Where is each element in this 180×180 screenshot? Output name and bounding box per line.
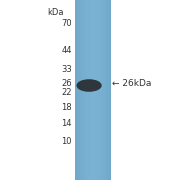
Text: 10: 10: [62, 137, 72, 146]
Text: 14: 14: [62, 119, 72, 128]
Text: 26: 26: [61, 79, 72, 88]
Ellipse shape: [76, 79, 102, 92]
Text: kDa: kDa: [47, 8, 64, 17]
Text: 70: 70: [61, 19, 72, 28]
Text: 18: 18: [61, 103, 72, 112]
Text: 33: 33: [61, 65, 72, 74]
Text: 22: 22: [62, 88, 72, 97]
Text: 44: 44: [62, 46, 72, 55]
Text: ← 26kDa: ← 26kDa: [112, 79, 152, 88]
